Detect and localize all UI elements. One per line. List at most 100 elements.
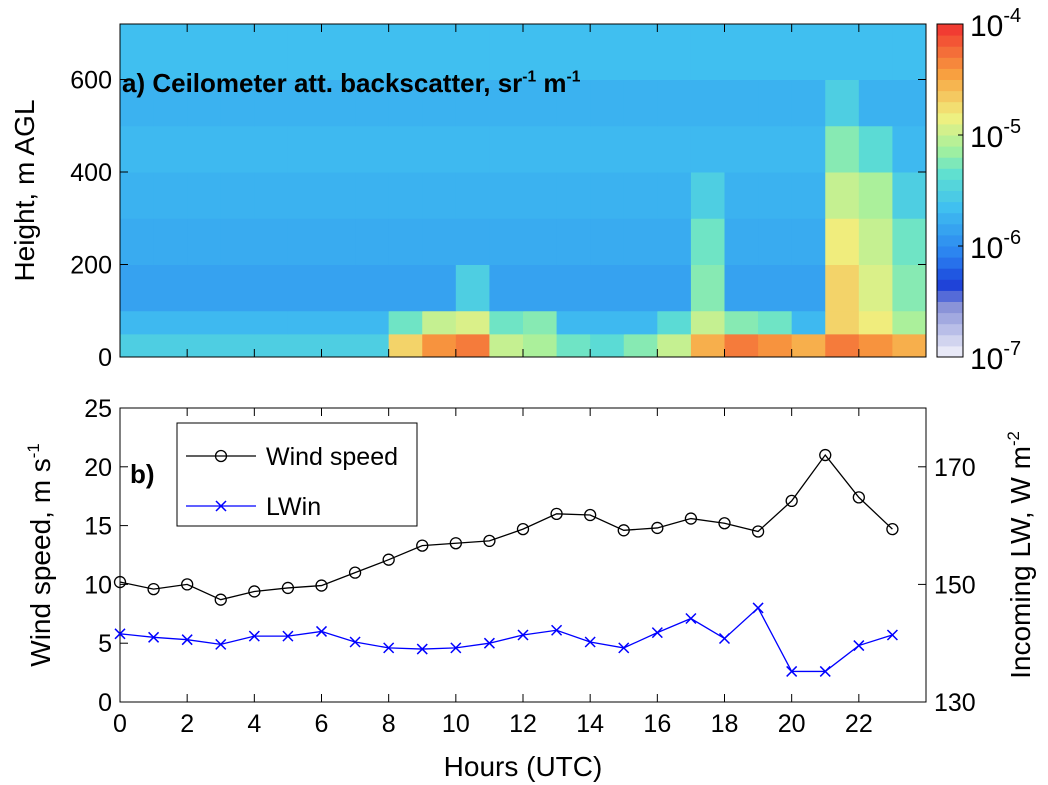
y-tick-label: 200 [70,252,112,280]
heatmap-cell [892,218,927,265]
heatmap-cell [623,172,658,219]
heatmap-cell [825,218,860,265]
heatmap-cell [724,310,759,335]
heatmap-cell [422,24,457,80]
y2-axis-label-part: Incoming LW, W m [1005,446,1036,679]
heatmap-cell [489,172,524,219]
heatmap-cell [287,310,322,335]
marker [483,534,496,548]
heatmap-cell [254,218,289,265]
heatmap-cell [388,172,423,219]
marker [483,637,495,649]
heatmap-cell [892,264,927,312]
heatmap-cell [724,333,759,358]
heatmap-cell [623,125,658,173]
heatmap-cell [791,218,826,265]
colorbar-tick-base: 10 [970,343,1003,376]
heatmap-cell [858,79,893,127]
legend-marker [214,449,228,463]
marker [516,522,530,536]
colorbar-tick-sup: -4 [1003,5,1021,27]
colorbar-tick-base: 10 [970,121,1003,154]
heatmap-cell [825,125,860,173]
heatmap-cell [523,218,558,265]
x-tick-label: 18 [711,710,739,738]
y-tick-label: 0 [98,689,112,717]
x-tick-label: 20 [778,710,806,738]
heatmap-cell [422,218,457,265]
colorbar-band [937,90,963,103]
heatmap-cell [825,310,860,335]
heatmap-cell [556,310,591,335]
heatmap-cell [355,264,390,312]
heatmap-cell [858,333,893,358]
heatmap-cell [489,333,524,358]
y-tick-label: 0 [98,344,112,372]
colorbar-band [937,246,963,258]
y2-axis-label-sup: -2 [1004,431,1023,446]
heatmap-cell [858,310,893,335]
heatmap-cell [187,172,222,219]
heatmap-cell [690,218,725,265]
heatmap-cell [254,333,289,358]
heatmap-cell [623,218,658,265]
heatmap-cell [422,310,457,335]
y2-tick-label: 130 [934,689,976,717]
colorbar-tick-base: 10 [970,10,1003,43]
heatmap-cell [187,218,222,265]
marker [181,634,193,646]
heatmap-cell [388,125,423,173]
marker [718,517,731,530]
marker [517,629,529,641]
marker [349,636,361,648]
marker [853,640,865,652]
heatmap-cell [657,24,692,80]
heatmap-cell [120,333,155,358]
heatmap-cell [287,264,322,312]
marker [248,630,260,642]
heatmap-cell [388,333,423,358]
colorbar-band [937,334,963,347]
heatmap-cell [287,79,322,127]
colorbar-band [937,301,963,314]
heatmap-cell [388,310,423,335]
heatmap-cell [321,125,356,173]
heatmap-cell [220,310,255,335]
heatmap-cell [455,310,490,335]
heatmap-cell [791,125,826,173]
heatmap-cell [187,333,222,358]
heatmap-cell [523,310,558,335]
colorbar-band [937,179,963,191]
heatmap-cell [825,264,860,312]
heatmap-cell [489,125,524,173]
marker [852,491,865,504]
marker [248,585,261,598]
heatmap-cell [590,333,625,358]
heatmap-cell [220,24,255,80]
heatmap-cell [858,24,893,80]
heatmap-cell [858,264,893,312]
heatmap-cell [892,79,927,127]
marker [584,508,597,522]
marker [785,494,798,508]
heatmap-cell [724,125,759,173]
heatmap-cell [791,333,826,358]
panel-title-part: m [536,68,566,98]
legend-box [176,422,418,527]
heatmap-cell [153,79,188,127]
legend-label: Wind speed [266,443,398,471]
heatmap-cell [455,125,490,173]
marker [383,642,395,654]
heatmap-cell [690,264,725,312]
heatmap-cell [489,79,524,127]
heatmap-cell [254,24,289,80]
colorbar-band [937,112,963,125]
colorbar-band [937,135,963,147]
colorbar-band [937,290,963,302]
marker [114,628,126,640]
marker [148,631,160,643]
heatmap-cell [690,24,725,80]
heatmap-cell [724,24,759,80]
heatmap-cell [120,264,155,312]
heatmap-cell [690,172,725,219]
